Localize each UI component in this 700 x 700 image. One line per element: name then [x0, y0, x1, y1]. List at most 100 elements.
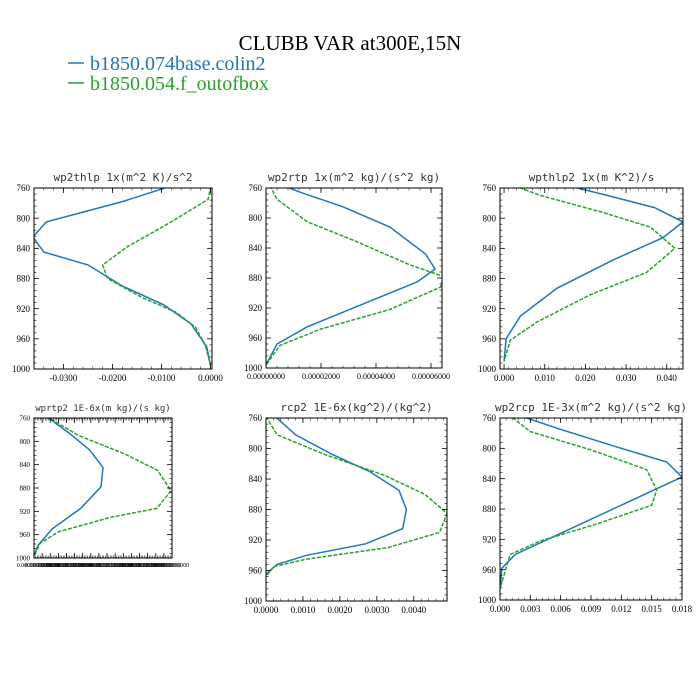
ytick-label-3-4: 920 — [20, 508, 31, 516]
ytick-label-1-0: 760 — [249, 183, 263, 193]
xtick-label-4-0: 0.0000 — [254, 605, 279, 615]
xtick-label-2-1: 0.010 — [535, 373, 556, 383]
ytick-label-2-4: 920 — [483, 304, 497, 314]
ytick-label-5-0: 760 — [483, 413, 497, 423]
xtick-label-3-12: 0.0000000000 — [114, 563, 149, 569]
panels: wp2thlp 1x(m^2 K)/s^2 760 800 840 880 920 960 1… — [12, 171, 693, 615]
xtick-label-5-3: 0.009 — [581, 604, 602, 614]
xtick-label-2-0: 0.000 — [494, 373, 515, 383]
xtick-label-5-2: 0.006 — [551, 604, 572, 614]
ytick-label-1-3: 880 — [249, 273, 263, 283]
legend-label-0: b1850.074base.colin2 — [90, 53, 266, 75]
legend: b1850.074base.colin2 b1850.054.f_outofbo… — [68, 53, 269, 95]
panel-title-1: wp2rtp 1x(m^2 kg)/(s^2 kg) — [268, 171, 440, 184]
series-line-1-1 — [266, 188, 442, 366]
ytick-label-2-3: 880 — [483, 274, 497, 284]
xtick-label-0-3: 0.0000 — [198, 373, 223, 383]
xtick-label-1-0: 0.00000000 — [247, 372, 285, 381]
xtick-label-3-17: 0.0000000000 — [155, 563, 190, 569]
xtick-label-3-5: 0.0000000000 — [57, 563, 92, 569]
ytick-label-5-1: 800 — [483, 443, 497, 453]
ytick-label-4-4: 920 — [249, 535, 263, 545]
ytick-label-1-1: 800 — [249, 213, 263, 223]
ytick-label-2-0: 760 — [483, 183, 497, 193]
ytick-label-0-3: 880 — [17, 274, 31, 284]
ytick-label-4-3: 880 — [249, 505, 263, 515]
xtick-label-3-7: 0.0000000000 — [74, 563, 109, 569]
ytick-label-5-5: 960 — [483, 565, 497, 575]
series-line-3-0 — [34, 418, 104, 556]
xtick-label-3-11: 0.0000000000 — [106, 563, 141, 569]
panel-3: wprtp2 1E-6x(m kg)/(s kg) 760 800 840 880 920… — [16, 404, 189, 569]
panel-2: wpthlp2 1x(m K^2)/s 760 800 840 880 920 960 100… — [478, 171, 684, 383]
ytick-label-5-2: 840 — [483, 474, 497, 484]
ytick-label-0-2: 840 — [17, 243, 31, 253]
panel-title-5: wp2rcp 1E-3x(m^2 kg)/(s^2 kg) — [495, 401, 687, 414]
series-line-2-0 — [503, 188, 683, 362]
xtick-label-5-6: 0.018 — [672, 604, 693, 614]
xtick-label-5-4: 0.012 — [611, 604, 631, 614]
ytick-label-3-6: 1000 — [16, 554, 31, 562]
xtick-label-3-2: 0.0000000000 — [33, 563, 68, 569]
panel-4: rcp2 1E-6x(kg^2)/(kg^2) 760 800 840 880 920 96… — [244, 401, 448, 615]
ytick-label-2-5: 960 — [483, 334, 497, 344]
figure-title: CLUBB VAR at300E,15N — [239, 31, 462, 55]
xtick-label-3-10: 0.0000000000 — [98, 563, 133, 569]
xtick-label-4-4: 0.0040 — [401, 605, 426, 615]
ytick-label-0-1: 800 — [17, 213, 31, 223]
xtick-label-0-0: -0.0300 — [50, 373, 78, 383]
ytick-label-4-0: 760 — [249, 413, 263, 423]
panel-1: wp2rtp 1x(m^2 kg)/(s^2 kg) 760 800 840 880 92… — [244, 171, 450, 381]
panel-title-3: wprtp2 1E-6x(m kg)/(s kg) — [35, 404, 170, 414]
xtick-label-3-16: 0.0000000000 — [147, 563, 182, 569]
series-line-4-1 — [266, 418, 447, 578]
xtick-label-3-15: 0.0000000000 — [139, 563, 174, 569]
ytick-label-0-4: 920 — [17, 304, 31, 314]
xtick-label-0-2: -0.0100 — [148, 373, 176, 383]
xtick-label-3-3: 0.0000000000 — [41, 563, 76, 569]
ytick-label-0-5: 960 — [17, 334, 31, 344]
xtick-label-1-2: 0.00004000 — [357, 372, 395, 381]
xtick-label-3-6: 0.0000000000 — [65, 563, 100, 569]
xtick-label-3-14: 0.0000000000 — [130, 563, 165, 569]
xtick-label-3-4: 0.0000000000 — [49, 563, 84, 569]
ytick-label-2-6: 1000 — [478, 364, 497, 374]
xtick-label-5-1: 0.003 — [520, 604, 541, 614]
panel-title-2: wpthlp2 1x(m K^2)/s — [529, 171, 655, 184]
ytick-label-3-5: 960 — [20, 531, 31, 539]
ytick-label-1-5: 960 — [249, 333, 263, 343]
ytick-label-3-3: 880 — [20, 484, 31, 492]
xtick-label-2-3: 0.030 — [616, 373, 637, 383]
ytick-label-3-0: 760 — [20, 414, 31, 422]
ytick-label-4-5: 960 — [249, 566, 263, 576]
xtick-label-4-3: 0.0030 — [364, 605, 389, 615]
xtick-label-3-13: 0.0000000000 — [122, 563, 157, 569]
series-line-3-1 — [34, 418, 172, 557]
series-line-0-1 — [101, 188, 212, 366]
series-line-5-1 — [500, 418, 658, 589]
ytick-label-5-6: 1000 — [478, 595, 497, 605]
xtick-label-2-4: 0.040 — [657, 373, 678, 383]
panel-5: wp2rcp 1E-3x(m^2 kg)/(s^2 kg)760 800 840 88… — [478, 401, 693, 614]
ytick-label-3-1: 800 — [20, 438, 31, 446]
xtick-label-3-1: 0.0000000000 — [25, 563, 60, 569]
ytick-label-0-6: 1000 — [12, 364, 31, 374]
xtick-label-4-2: 0.0020 — [328, 605, 353, 615]
panel-title-0: wp2thlp 1x(m^2 K)/s^2 — [53, 171, 192, 184]
panel-title-4: rcp2 1E-6x(kg^2)/(kg^2) — [280, 401, 432, 414]
ytick-label-2-2: 840 — [483, 243, 497, 253]
series-line-1-0 — [266, 188, 437, 366]
series-line-4-0 — [266, 418, 408, 575]
legend-label-1: b1850.054.f_outofbox — [90, 73, 269, 95]
ytick-label-5-3: 880 — [483, 504, 497, 514]
xtick-label-1-1: 0.00002000 — [302, 372, 340, 381]
xtick-label-4-1: 0.0010 — [291, 605, 316, 615]
series-line-2-1 — [503, 188, 677, 362]
xtick-label-5-5: 0.015 — [642, 604, 663, 614]
ytick-label-4-1: 800 — [249, 444, 263, 454]
xtick-label-2-2: 0.020 — [575, 373, 596, 383]
ytick-label-1-6: 1000 — [244, 363, 263, 373]
ytick-label-5-4: 920 — [483, 534, 497, 544]
series-line-0-0 — [34, 188, 212, 366]
